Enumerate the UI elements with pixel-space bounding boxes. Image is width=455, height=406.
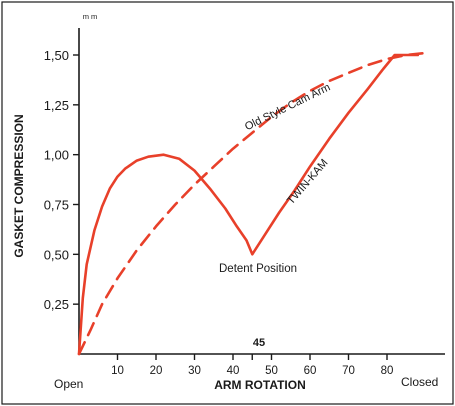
x-axis-title: ARM ROTATION	[214, 378, 306, 392]
x-tick-label: 50	[265, 365, 278, 377]
y-tick-label: 1,00	[44, 148, 69, 163]
detent-position-label: Detent Position	[219, 263, 297, 275]
x-end-label: Closed	[401, 375, 438, 389]
series-layer	[77, 51, 427, 356]
old-style-cam-arm-line	[77, 51, 427, 356]
x-tick-label: 60	[304, 365, 317, 377]
x-tick-label: 80	[381, 365, 394, 377]
x-tick-label: 70	[342, 365, 355, 377]
y-axis-ticks: 0,25 0,50 0,75 1,00 1,25 1,50	[44, 48, 79, 312]
x-highlight-tick-label: 45	[253, 337, 265, 349]
old-style-cam-arm-label: Old Style Cam Arm	[243, 81, 332, 133]
x-tick-label: 10	[111, 365, 124, 377]
y-tick-label: 1,25	[44, 98, 69, 113]
y-tick-label: 0,75	[44, 198, 69, 213]
twin-kam-label: TWIN-KAM	[285, 157, 331, 207]
y-tick-label: 0,25	[44, 297, 69, 312]
twin-kam-line	[77, 53, 420, 356]
y-tick-label: 1,50	[44, 48, 69, 63]
x-tick-label: 30	[188, 365, 201, 377]
x-start-label: Open	[54, 377, 83, 391]
y-axis-title: GASKET COMPRESSION	[12, 114, 26, 257]
x-tick-label: 20	[150, 365, 163, 377]
y-unit-label: m m	[83, 12, 98, 21]
x-tick-label: 40	[227, 365, 240, 377]
x-axis-ticks: 10 20 30 40 50 60 70 80	[111, 354, 393, 377]
y-tick-label: 0,50	[44, 247, 69, 262]
